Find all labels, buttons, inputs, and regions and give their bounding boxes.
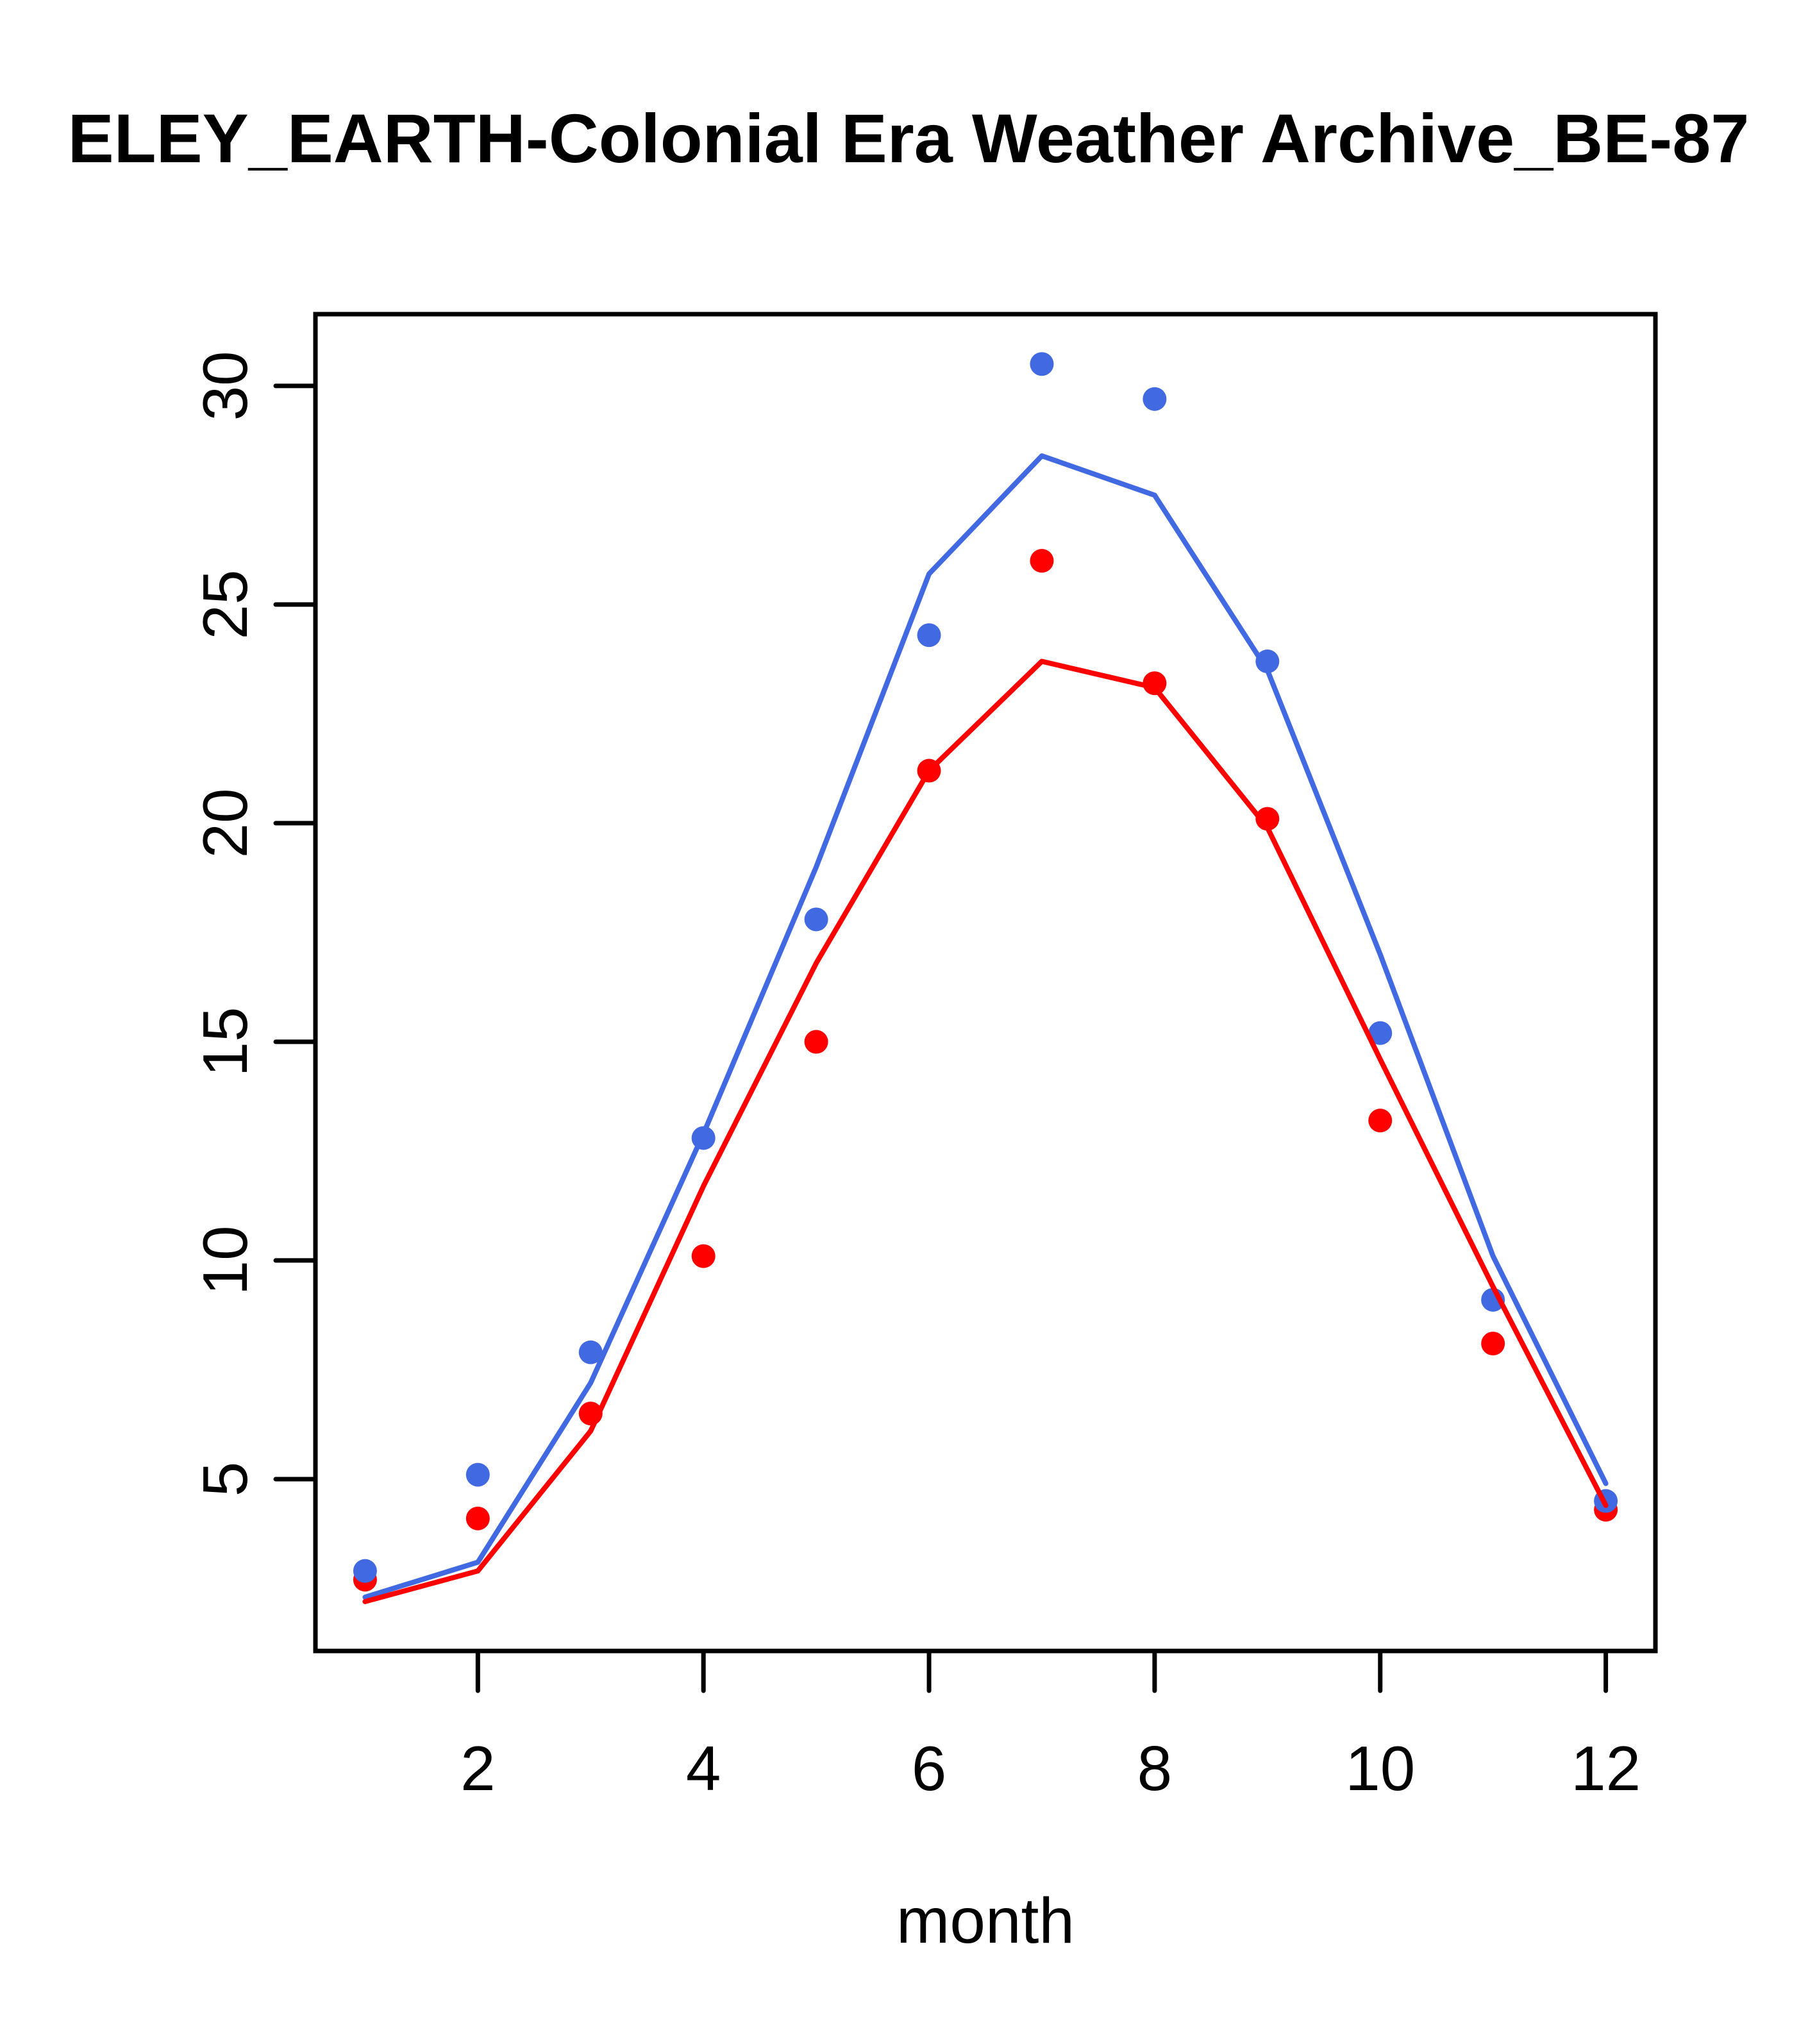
x-tick-label: 6	[912, 1733, 947, 1804]
x-tick-label: 12	[1571, 1733, 1641, 1804]
x-tick-label: 8	[1137, 1733, 1173, 1804]
x-tick-label: 4	[686, 1733, 721, 1804]
data-point-blue	[1143, 387, 1167, 411]
plot-area: 2 4 6 8 10 12 5 10 15 20 25 30	[190, 312, 1658, 1804]
data-point-blue	[1368, 1021, 1393, 1045]
plot-box	[313, 312, 1658, 1654]
data-point-red	[804, 1030, 828, 1054]
y-tick-label: 5	[190, 1462, 260, 1497]
x-axis-label: month	[896, 1885, 1075, 1957]
data-point-blue	[353, 1559, 377, 1583]
chart-title: ELEY_EARTH-Colonial Era Weather Archive_…	[68, 99, 1750, 177]
y-tick-label: 25	[190, 569, 260, 639]
data-point-red	[1368, 1109, 1393, 1133]
data-point-blue	[1030, 352, 1054, 376]
data-point-blue	[465, 1462, 490, 1487]
y-tick-label: 30	[190, 351, 260, 421]
series-red-line	[362, 658, 1609, 1604]
data-point-blue	[804, 907, 828, 932]
data-point-red	[1143, 671, 1167, 696]
data-point-red	[1030, 549, 1054, 573]
x-tick-label: 10	[1345, 1733, 1415, 1804]
data-point-red	[1255, 807, 1280, 831]
y-tick-label: 15	[190, 1007, 260, 1076]
data-point-blue	[917, 623, 941, 648]
data-point-blue	[1255, 649, 1280, 674]
data-point-red	[1481, 1332, 1505, 1356]
series-blue-line	[362, 453, 1609, 1600]
y-tick-label: 10	[190, 1225, 260, 1295]
data-point-blue	[578, 1340, 603, 1364]
data-point-red	[691, 1244, 716, 1268]
y-tick-label: 20	[190, 788, 260, 858]
x-tick-label: 2	[460, 1733, 496, 1804]
data-point-red	[465, 1506, 490, 1530]
